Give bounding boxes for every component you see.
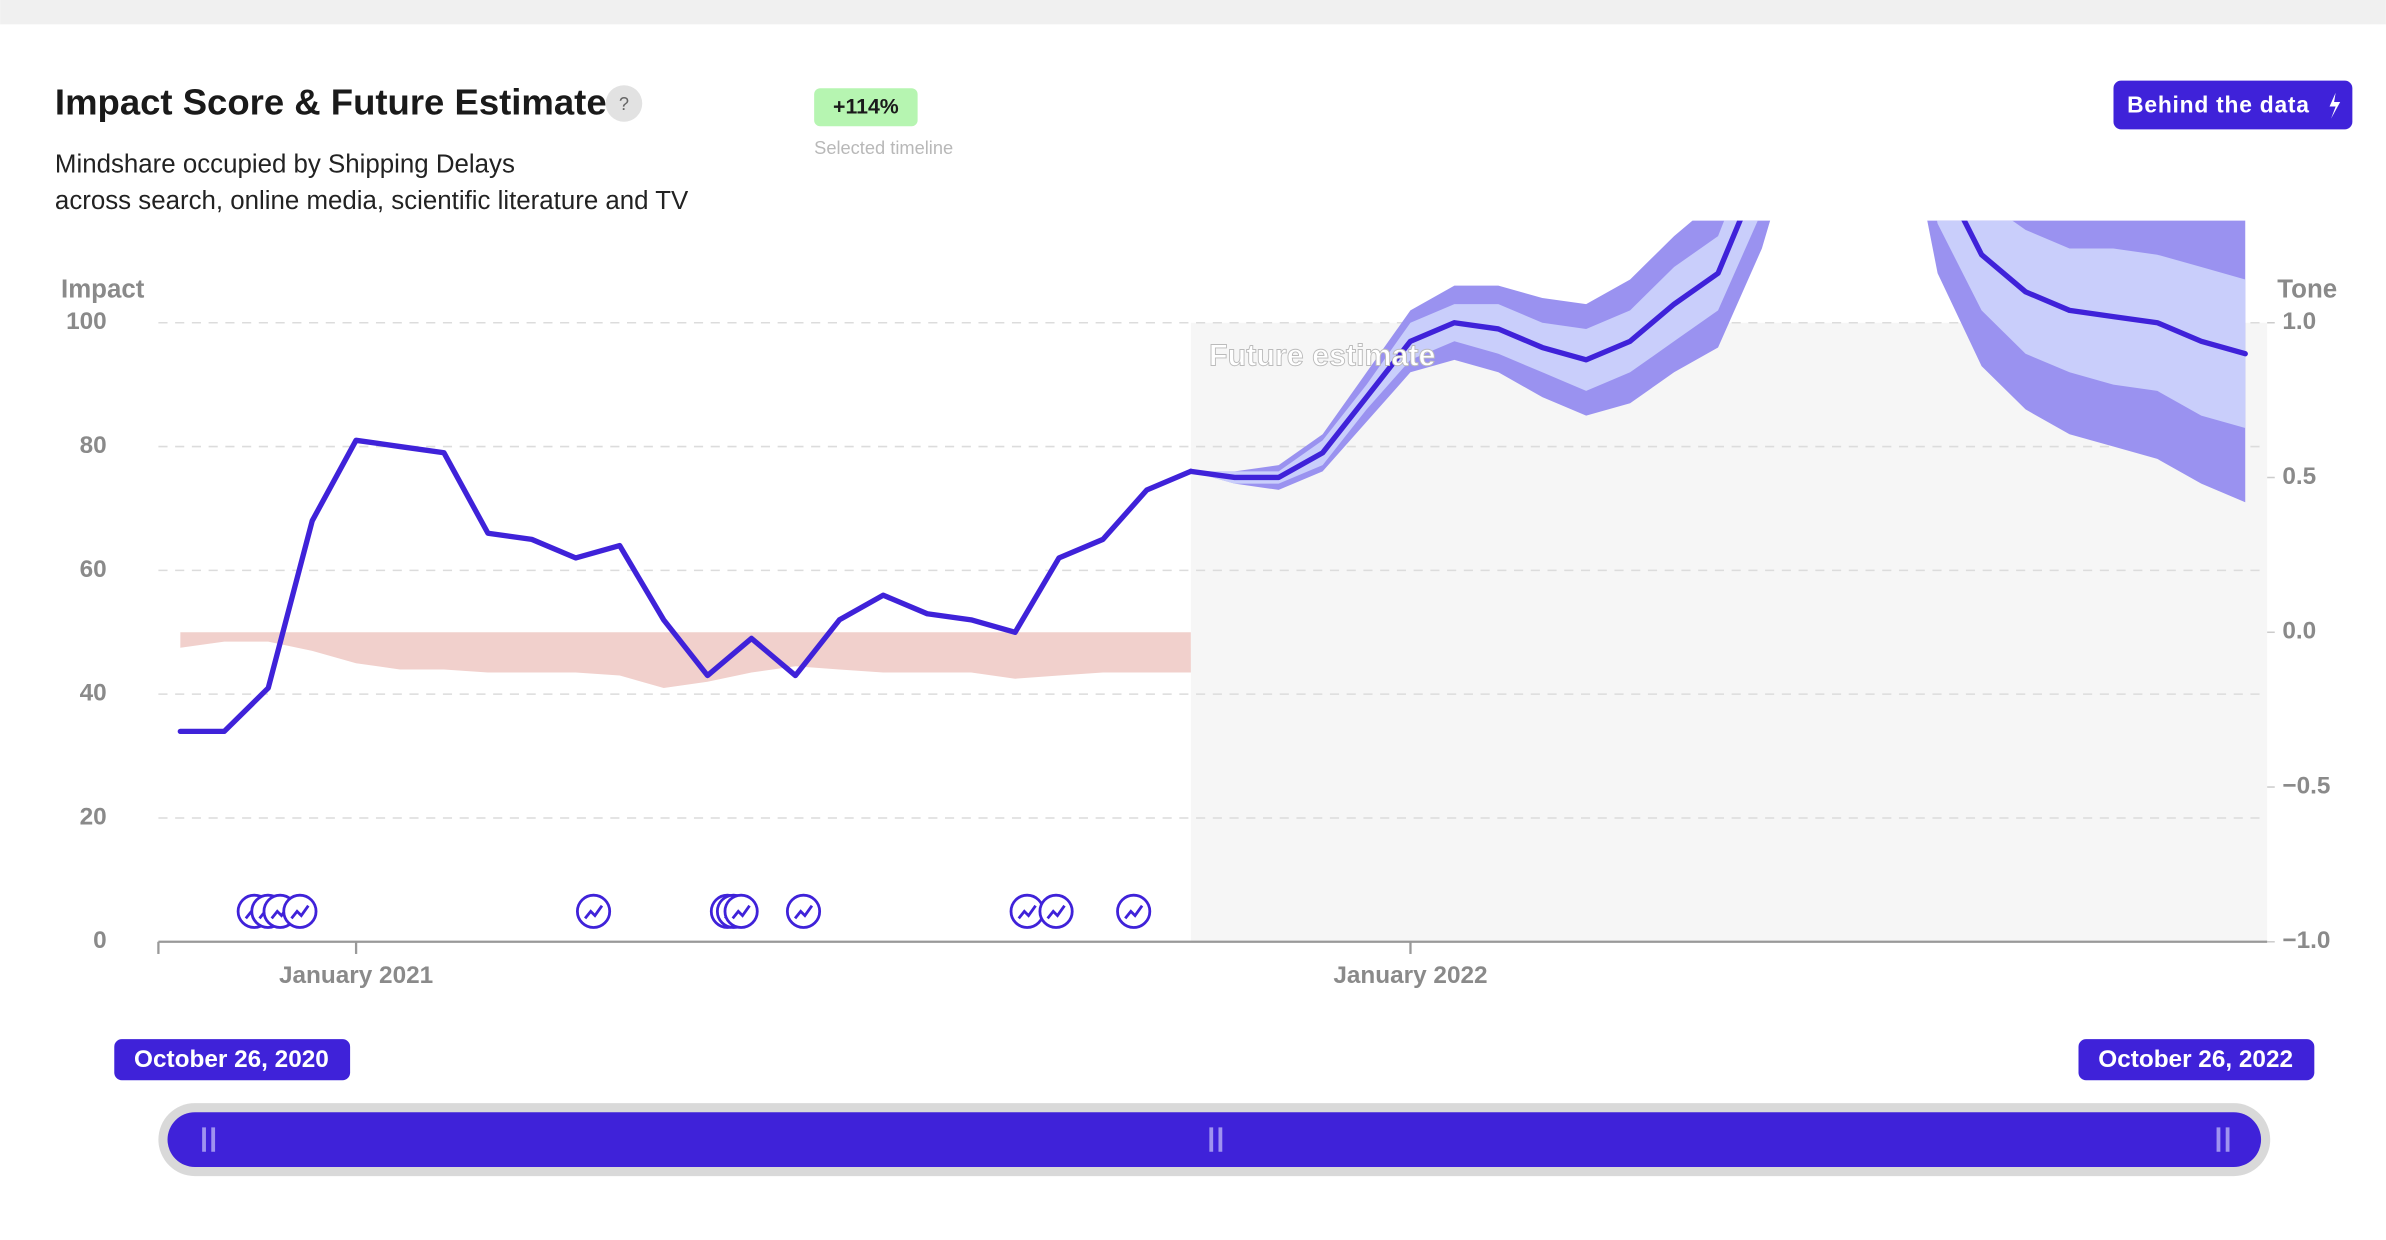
help-text: ? xyxy=(619,93,629,114)
y2-tick-label: 0.5 xyxy=(2282,463,2316,490)
y-tick-label: 40 xyxy=(80,680,107,707)
estimate-band xyxy=(1190,220,2246,484)
behind-data-button[interactable] xyxy=(2113,80,2353,130)
y-axis-title: Impact xyxy=(61,275,145,303)
plot: Impact Tone 0 20 40 60 80 100 −1.0 −0.5 0.0 0.5 1.0 F… xyxy=(61,220,2337,989)
range-start: October 26, 2020 xyxy=(134,1046,329,1073)
handle-right[interactable] xyxy=(2216,1127,2230,1152)
change-label: Selected timeline xyxy=(814,137,953,158)
impact-line xyxy=(177,437,1194,735)
event-icon[interactable] xyxy=(282,893,318,929)
y2-tick-label: 0.0 xyxy=(2282,618,2316,645)
change-badge xyxy=(814,88,918,127)
events xyxy=(236,893,1152,929)
subtitle: Mindshare occupied by Shipping Delays xyxy=(55,151,515,179)
range-start-badge xyxy=(114,1039,351,1081)
button-label: Behind the data xyxy=(2127,92,2310,118)
y-tick-label: 80 xyxy=(80,432,107,459)
title: Impact Score & Future Estimate xyxy=(55,82,607,123)
subtitle: across search, online media, scientific … xyxy=(55,187,689,215)
plot-area xyxy=(177,220,2248,735)
y2-tick-label: −0.5 xyxy=(2282,772,2330,799)
slider-range[interactable] xyxy=(167,1112,2262,1167)
tone-area xyxy=(180,632,1191,689)
event-icon[interactable] xyxy=(1116,893,1152,929)
handle-left[interactable] xyxy=(202,1127,216,1152)
range-end-badge xyxy=(2078,1039,2315,1081)
event-icon[interactable] xyxy=(575,893,612,929)
event-icon[interactable] xyxy=(1009,893,1045,929)
bolt-icon xyxy=(2329,92,2341,119)
slider-handles xyxy=(202,1127,2230,1152)
x-tick-label: January 2021 xyxy=(279,962,433,989)
top-bar xyxy=(0,0,2386,25)
range-end: October 26, 2022 xyxy=(2098,1046,2293,1073)
event-icon[interactable] xyxy=(785,893,822,929)
help-icon[interactable] xyxy=(605,85,643,122)
y2-tick-label: −1.0 xyxy=(2282,927,2330,954)
handle-middle[interactable] xyxy=(1209,1127,1223,1152)
y-tick-label: 60 xyxy=(80,556,107,583)
change-value: +114% xyxy=(833,95,899,119)
future-estimate-label: Future estimate xyxy=(1209,339,1435,373)
y-tick-label: 0 xyxy=(93,927,107,954)
y-tick-label: 20 xyxy=(80,803,107,830)
event-icon[interactable] xyxy=(723,893,759,929)
x-tick-label: January 2022 xyxy=(1333,962,1487,989)
impact-line xyxy=(1188,220,2248,481)
event-icon[interactable] xyxy=(1038,893,1074,929)
y-tick-label: 100 xyxy=(66,308,107,335)
y2-axis-title: Tone xyxy=(2277,275,2337,303)
y2-tick-label: 1.0 xyxy=(2282,308,2316,335)
